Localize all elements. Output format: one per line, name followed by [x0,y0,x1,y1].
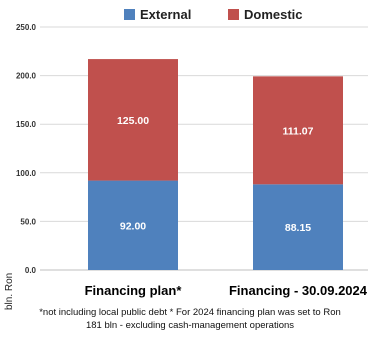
bar-external [88,180,178,270]
y-tick-label: 200.0 [16,72,37,81]
data-label: 92.00 [120,220,146,232]
y-tick-label: 150.0 [16,120,37,129]
bars [88,59,343,270]
legend-label: External [140,7,191,22]
legend-label: Domestic [244,7,303,22]
y-tick-label: 50.0 [20,217,36,226]
category-label: Financing - 30.09.2024 [229,283,368,298]
bar-external [253,184,343,270]
bar-domestic [88,59,178,181]
footnote: *not including local public debt * For 2… [39,307,341,331]
data-labels: 92.00 125.00 88.15 111.07 [117,115,314,234]
legend-swatch [124,9,135,20]
legend-swatch [228,9,239,20]
legend: External Domestic [124,7,303,22]
y-tick-label: 100.0 [16,169,37,178]
y-tick-label: 250.0 [16,23,37,32]
y-tick-label: 0.0 [25,266,37,275]
data-label: 125.00 [117,115,149,127]
bar-domestic [253,76,343,185]
data-label: 88.15 [285,222,311,234]
y-tick-labels: 0.0 50.0 100.0 150.0 200.0 250.0 [16,23,37,275]
category-labels: Financing plan* Financing - 30.09.2024 [85,283,368,298]
category-label: Financing plan* [85,283,183,298]
data-label: 111.07 [283,125,314,137]
y-axis-label: bln. Ron [4,273,15,310]
